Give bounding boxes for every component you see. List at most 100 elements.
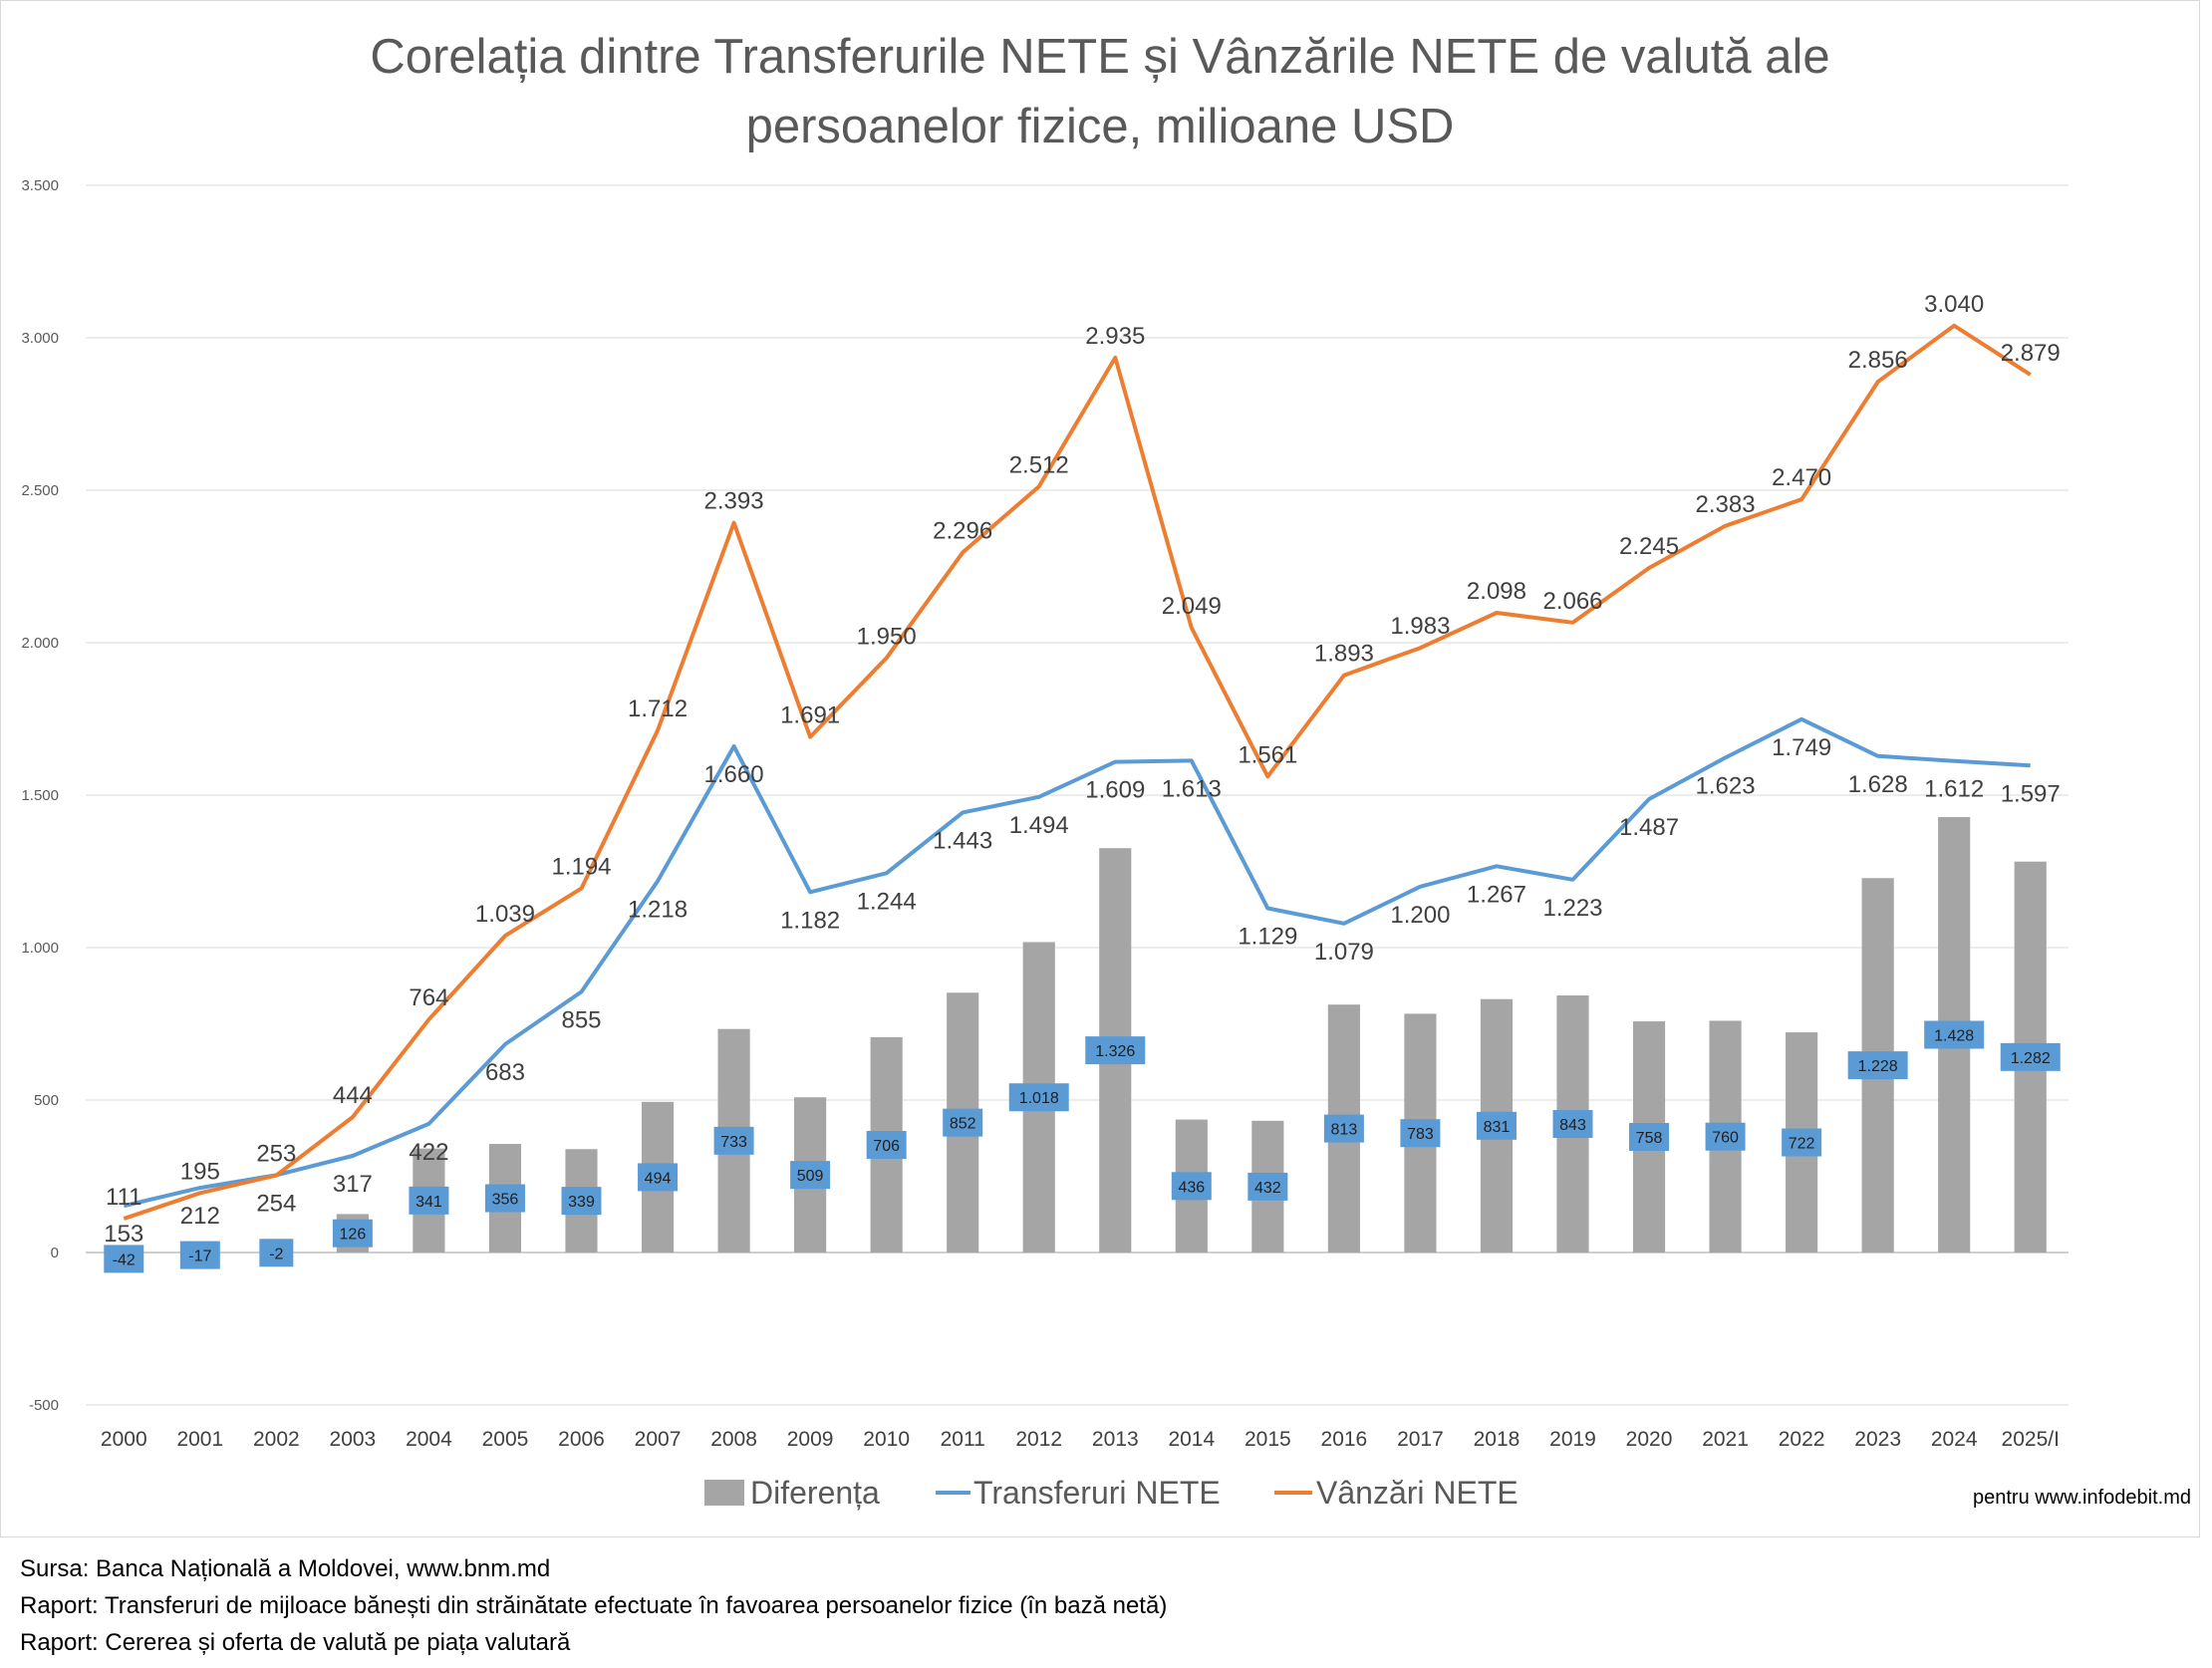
vanzari-data-label: 2.066	[1542, 588, 1602, 615]
vanzari-data-label: 2.512	[1009, 451, 1069, 478]
vanzari-data-label: 2.296	[933, 517, 992, 544]
x-tick-label: 2013	[1092, 1428, 1139, 1451]
bar-data-label: 1.428	[1934, 1028, 1974, 1045]
bar-data-label: 1.282	[2011, 1050, 2051, 1067]
x-tick-label: 2005	[482, 1428, 529, 1451]
transferuri-data-label: 1.494	[1009, 812, 1069, 839]
vanzari-data-label: 1.983	[1390, 613, 1450, 640]
vanzari-data-label: 195	[180, 1158, 220, 1185]
bar-data-label-bg	[179, 1241, 220, 1269]
bar-data-label-bg	[1924, 1020, 1985, 1049]
bar-data-label: 1.228	[1858, 1058, 1898, 1075]
y-tick-label: 2.000	[21, 635, 59, 652]
bar-data-label-bg	[1085, 1036, 1146, 1065]
x-tick-label: 2025/I	[2002, 1428, 2060, 1451]
bar-data-label: 494	[645, 1170, 672, 1187]
transferuri-data-label: 1.612	[1924, 776, 1984, 803]
x-tick-label: 2024	[1931, 1428, 1978, 1451]
transferuri-data-label: 1.628	[1848, 771, 1908, 798]
transferuri-data-label: 1.443	[933, 827, 992, 854]
bar-data-label-bg	[409, 1186, 449, 1215]
vanzari-data-label: 1.691	[780, 702, 840, 729]
bar-data-label-bg	[1008, 1083, 1069, 1112]
x-tick-label: 2017	[1397, 1428, 1444, 1451]
vanzari-data-label: 764	[409, 984, 448, 1011]
bar-data-label-bg	[2000, 1042, 2061, 1071]
y-tick-label: 0	[51, 1245, 59, 1261]
line-vanzari	[123, 323, 2032, 1221]
bar-data-label: 758	[1636, 1130, 1663, 1147]
transferuri-data-label: 317	[333, 1171, 373, 1198]
bar-data-label: 852	[950, 1116, 976, 1133]
x-tick-label: 2007	[635, 1428, 682, 1451]
legend-label-vanzari: Vânzări NETE	[1316, 1475, 1519, 1511]
vanzari-data-label: 2.935	[1085, 323, 1145, 350]
bar-data-label-bg	[1705, 1122, 1746, 1151]
bar-data-label: 831	[1484, 1119, 1511, 1136]
transferuri-data-label: 1.623	[1696, 772, 1756, 799]
x-tick-label: 2010	[863, 1428, 910, 1451]
legend-swatch-diferenta	[704, 1480, 744, 1506]
y-tick-label: 500	[34, 1092, 59, 1109]
bar-data-label-bg	[1476, 1111, 1517, 1140]
vanzari-data-label: 2.245	[1619, 533, 1679, 560]
chart-title-line2: persoanelor fizice, milioane USD	[746, 100, 1455, 153]
bar-data-label: 436	[1178, 1179, 1205, 1196]
vanzari-data-label: 2.049	[1162, 593, 1222, 620]
bar-data-label-bg	[1247, 1172, 1288, 1201]
bar-data-label-bg	[484, 1184, 525, 1213]
vanzari-data-label: 2.393	[704, 488, 764, 515]
transferuri-data-label: 855	[561, 1006, 601, 1033]
x-tick-label: 2004	[406, 1428, 452, 1451]
chart-title-line1: Corelația dintre Transferurile NETE și V…	[370, 30, 1829, 84]
x-tick-label: 2009	[787, 1428, 834, 1451]
bar-data-label: -42	[113, 1251, 136, 1268]
x-tick-label: 2022	[1779, 1428, 1825, 1451]
vanzari-data-label: 2.098	[1467, 578, 1526, 605]
bar-data-label: 1.326	[1095, 1043, 1135, 1060]
bar-data-label-bg	[638, 1163, 679, 1192]
vanzari-data-label: 1.950	[857, 623, 917, 650]
transferuri-data-label: 683	[485, 1059, 525, 1086]
transferuri-data-label: 1.218	[628, 896, 688, 923]
x-tick-label: 2011	[941, 1428, 985, 1451]
bar-data-label-bg	[259, 1239, 294, 1267]
transferuri-data-label: 254	[256, 1190, 296, 1217]
x-tick-label: 2006	[558, 1428, 605, 1451]
bar-data-label-bg	[1171, 1172, 1212, 1201]
y-tick-label: 2.500	[21, 482, 59, 499]
x-tick-label: 2020	[1626, 1428, 1673, 1451]
bar-data-label-bg	[1552, 1110, 1593, 1139]
bar-data-label: 126	[340, 1227, 367, 1244]
bar-data-label: 509	[797, 1168, 824, 1185]
bar-data-label-bg	[332, 1219, 373, 1248]
bar-data-label: 722	[1789, 1136, 1815, 1153]
transferuri-data-label: 1.749	[1772, 734, 1831, 761]
transferuri-data-label: 1.244	[857, 888, 917, 915]
transferuri-data-label: 1.079	[1314, 939, 1374, 966]
x-tick-label: 2014	[1168, 1428, 1215, 1451]
bar-data-label: 1.018	[1019, 1090, 1059, 1107]
bar-data-label-bg	[790, 1161, 831, 1190]
transferuri-data-label: 1.200	[1390, 902, 1450, 929]
x-tick-label: 2016	[1321, 1428, 1368, 1451]
legend-label-diferenta: Diferența	[750, 1475, 880, 1511]
chart: Corelația dintre Transferurile NETE și V…	[21, 30, 2191, 1511]
transferuri-data-label: 1.487	[1619, 814, 1679, 841]
bar-data-label: 356	[492, 1192, 519, 1209]
transferuri-data-label: 1.223	[1542, 895, 1602, 922]
bar-data-label: 733	[720, 1134, 747, 1151]
vanzari-data-label: 444	[333, 1082, 373, 1109]
transferuri-data-label: 422	[409, 1139, 448, 1166]
transferuri-data-label: 1.613	[1162, 775, 1222, 802]
chart-frame: Corelația dintre Transferurile NETE și V…	[0, 0, 2200, 1537]
bar-data-label-bg	[1400, 1119, 1441, 1148]
legend-label-transferuri: Transferuri NETE	[973, 1475, 1221, 1511]
bar-data-label-bg	[1323, 1114, 1364, 1143]
bar-data-label: 783	[1407, 1126, 1434, 1143]
transferuri-data-label: 1.609	[1085, 777, 1145, 804]
transferuri-data-label: 1.267	[1467, 881, 1526, 908]
bar-data-label-bg	[561, 1187, 602, 1216]
chart-credit: pentru www.infodebit.md	[1973, 1487, 2191, 1509]
x-tick-label: 2008	[710, 1428, 757, 1451]
